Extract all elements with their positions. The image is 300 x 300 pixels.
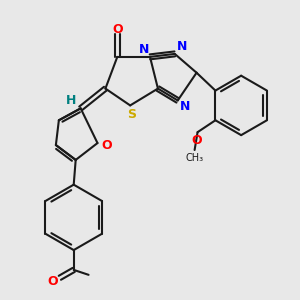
Text: O: O xyxy=(112,22,123,36)
Text: N: N xyxy=(179,100,190,113)
Text: H: H xyxy=(66,94,76,107)
Text: S: S xyxy=(127,108,136,121)
Text: O: O xyxy=(191,134,202,147)
Text: O: O xyxy=(101,139,112,152)
Text: N: N xyxy=(139,44,149,56)
Text: N: N xyxy=(176,40,187,53)
Text: CH₃: CH₃ xyxy=(185,153,204,163)
Text: O: O xyxy=(48,275,58,288)
